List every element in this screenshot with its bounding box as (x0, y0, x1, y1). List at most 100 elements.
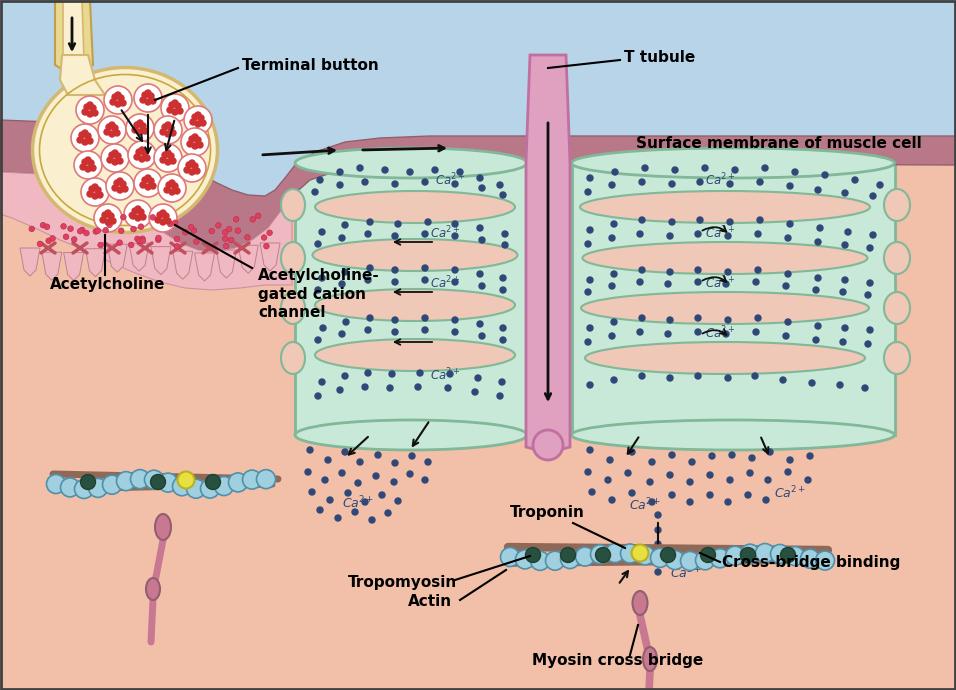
Circle shape (576, 547, 595, 566)
Circle shape (307, 447, 313, 453)
Circle shape (76, 96, 104, 124)
Circle shape (170, 130, 176, 136)
Circle shape (452, 181, 458, 187)
Circle shape (191, 228, 197, 233)
Circle shape (655, 512, 661, 518)
Circle shape (560, 547, 576, 562)
Circle shape (177, 108, 183, 114)
Circle shape (126, 114, 154, 142)
Circle shape (620, 544, 640, 563)
Circle shape (642, 165, 648, 171)
Circle shape (609, 333, 615, 339)
Circle shape (710, 549, 729, 568)
Circle shape (649, 499, 655, 505)
Circle shape (447, 371, 453, 377)
Circle shape (87, 111, 93, 117)
Circle shape (707, 492, 713, 498)
Circle shape (587, 175, 593, 181)
Circle shape (477, 271, 483, 277)
Circle shape (392, 460, 398, 466)
Circle shape (533, 430, 563, 460)
Circle shape (79, 132, 85, 138)
Circle shape (587, 325, 593, 331)
Circle shape (110, 99, 116, 105)
Bar (0, 0, 956, 108)
Circle shape (164, 187, 170, 193)
Circle shape (79, 227, 85, 233)
Text: Actin: Actin (408, 595, 452, 609)
Circle shape (137, 129, 143, 135)
Circle shape (194, 239, 199, 244)
Circle shape (865, 292, 871, 298)
Circle shape (137, 238, 142, 244)
Ellipse shape (581, 292, 869, 324)
Circle shape (197, 142, 203, 148)
Circle shape (163, 213, 169, 219)
Circle shape (140, 236, 145, 241)
Polygon shape (107, 244, 127, 273)
Circle shape (155, 217, 161, 223)
Circle shape (452, 279, 458, 285)
Circle shape (339, 470, 345, 476)
Circle shape (452, 221, 458, 227)
Circle shape (870, 232, 876, 238)
Circle shape (120, 100, 126, 106)
Circle shape (94, 204, 122, 232)
Circle shape (342, 269, 348, 275)
Ellipse shape (155, 514, 171, 540)
Text: Ca$^{2+}$: Ca$^{2+}$ (774, 484, 806, 501)
Circle shape (261, 235, 267, 240)
Circle shape (325, 457, 331, 463)
Circle shape (611, 221, 617, 227)
Circle shape (160, 210, 166, 216)
Circle shape (93, 228, 98, 235)
Circle shape (120, 181, 126, 187)
Circle shape (195, 112, 201, 118)
Circle shape (479, 185, 485, 191)
Polygon shape (295, 163, 527, 435)
Circle shape (840, 339, 846, 345)
Circle shape (515, 550, 534, 569)
Text: Ca$^{2+}$: Ca$^{2+}$ (342, 495, 374, 511)
Text: Acetylcholine: Acetylcholine (50, 277, 165, 293)
Circle shape (148, 93, 154, 99)
Circle shape (106, 124, 112, 130)
Circle shape (167, 107, 173, 113)
Circle shape (637, 329, 643, 335)
Circle shape (190, 119, 196, 125)
Circle shape (107, 222, 112, 228)
Circle shape (305, 469, 311, 475)
Circle shape (702, 165, 708, 171)
Circle shape (150, 98, 156, 104)
Circle shape (587, 382, 593, 388)
Circle shape (475, 375, 481, 381)
Circle shape (609, 283, 615, 289)
Circle shape (375, 452, 381, 458)
Circle shape (89, 478, 107, 497)
Circle shape (165, 131, 171, 137)
Circle shape (112, 94, 118, 100)
Circle shape (457, 169, 463, 175)
Circle shape (585, 469, 591, 475)
Circle shape (168, 125, 174, 131)
Circle shape (365, 327, 371, 333)
Circle shape (697, 179, 703, 185)
Ellipse shape (884, 242, 910, 274)
Polygon shape (20, 248, 40, 276)
Circle shape (106, 172, 134, 200)
Circle shape (169, 189, 175, 195)
Circle shape (755, 231, 761, 237)
Circle shape (81, 178, 109, 206)
Circle shape (792, 169, 798, 175)
Text: Ca$^{2+}$: Ca$^{2+}$ (705, 224, 735, 241)
Text: Troponin: Troponin (510, 506, 585, 520)
Circle shape (695, 315, 701, 321)
Text: Myosin cross bridge: Myosin cross bridge (532, 653, 704, 667)
Circle shape (755, 267, 761, 273)
Circle shape (85, 133, 91, 139)
Circle shape (813, 337, 819, 343)
Circle shape (87, 102, 93, 108)
Circle shape (140, 182, 146, 188)
Circle shape (107, 157, 113, 163)
Circle shape (367, 315, 373, 321)
